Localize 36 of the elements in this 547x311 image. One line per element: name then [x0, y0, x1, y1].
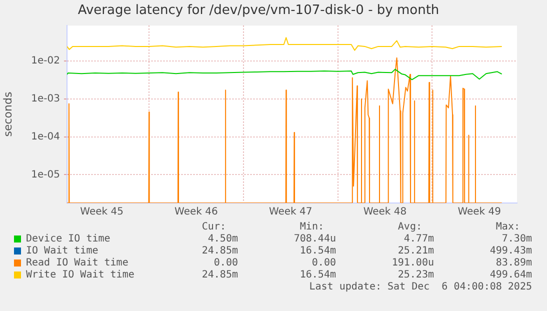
x-tick-label: Week 47 — [268, 206, 312, 218]
text: Cur: — [202, 222, 226, 233]
text: 499.64m — [490, 270, 532, 281]
text: 4.77m — [404, 234, 434, 245]
text: 191.00u — [392, 258, 434, 269]
text: 0.00 — [312, 258, 336, 269]
text: 25.23m — [398, 270, 434, 281]
legend-label: Write IO Wait time — [26, 270, 134, 281]
y-axis-title: seconds — [1, 92, 14, 137]
text: Max: — [496, 222, 520, 233]
legend-label: Read IO Wait time — [26, 258, 128, 269]
text: Avg: — [398, 222, 422, 233]
text: 25.21m — [398, 246, 434, 257]
legend-label: Device IO time — [26, 234, 110, 245]
text: 16.54m — [300, 246, 336, 257]
text: Last update: Sat Dec 6 04:00:08 2025 — [309, 282, 532, 293]
text: 4.50m — [208, 234, 238, 245]
text: 24.85m — [202, 246, 238, 257]
x-tick-label: Week 48 — [363, 206, 407, 218]
legend-label: IO Wait time — [26, 246, 98, 257]
x-tick-label: Week 45 — [80, 206, 124, 218]
text: 7.30m — [502, 234, 532, 245]
text: 0.00 — [214, 258, 238, 269]
x-tick-label: Week 46 — [174, 206, 218, 218]
y-tick-label: 1e-04 — [31, 131, 60, 142]
chart-title: Average latency for /dev/pve/vm-107-disk-0 - by month — [78, 3, 440, 18]
text: 499.43m — [490, 246, 532, 257]
text: 83.89m — [496, 258, 532, 269]
text: 708.44u — [294, 234, 336, 245]
text: 16.54m — [300, 270, 336, 281]
text: 24.85m — [202, 270, 238, 281]
y-tick-label: 1e-02 — [31, 55, 60, 66]
text: Min: — [300, 222, 324, 233]
y-tick-label: 1e-05 — [31, 169, 60, 180]
x-tick-label: Week 49 — [458, 206, 502, 218]
y-tick-label: 1e-03 — [31, 93, 60, 104]
